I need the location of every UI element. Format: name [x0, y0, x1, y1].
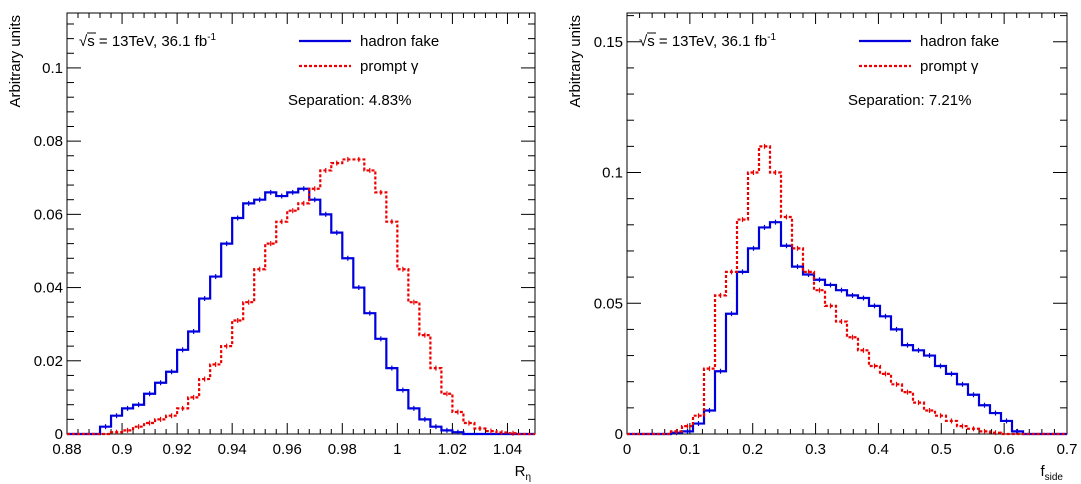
x-tick-label: 0.92: [163, 441, 192, 458]
x-tick-label: 0.98: [328, 441, 357, 458]
y-tick-label: 0.04: [34, 280, 63, 297]
y-tick-label: 0.02: [34, 353, 63, 370]
y-tick-label: 0.1: [42, 60, 63, 77]
separation-annotation: Separation: 7.21%: [848, 92, 971, 109]
y-tick-label: 0: [615, 426, 623, 443]
series-line: [67, 158, 535, 436]
y-tick-label: 0.15: [594, 34, 623, 51]
series-hadron-fake: [67, 186, 535, 436]
series-line: [627, 221, 1067, 436]
energy-annotation: √s = 13TeV, 36.1 fb-1: [79, 32, 217, 50]
x-tick-label: 0.9: [112, 441, 133, 458]
y-tick-label: 0.06: [34, 206, 63, 223]
chart-left: 0.88 0.9 0.92 0.94 0.96 0.98 1 1.02 1.04 0 0.02 0.0…: [7, 12, 536, 483]
x-tick-label: 0.4: [868, 441, 889, 458]
x-tick-label: 0.6: [994, 441, 1015, 458]
y-tick-label: 0.08: [34, 133, 63, 150]
series-line: [67, 187, 535, 436]
x-tick-label: 0.94: [218, 441, 247, 458]
y-axis-label: Arbitrary units: [567, 15, 584, 108]
separation-annotation: Separation: 4.83%: [288, 92, 411, 109]
x-tick-label: 0.5: [931, 441, 952, 458]
x-tick-label: 0.3: [805, 441, 826, 458]
legend-label: hadron fake: [360, 33, 439, 50]
x-axis-label-main: R: [515, 463, 526, 480]
x-tick-label: 0.88: [52, 441, 81, 458]
x-tick-label: 0.2: [742, 441, 763, 458]
x-tick-label: 1.04: [493, 441, 522, 458]
x-axis-label: Rη: [515, 463, 531, 483]
sqrt-symbol: √: [79, 33, 88, 50]
x-axis-label-main: f: [1040, 463, 1045, 480]
legend-label: hadron fake: [920, 33, 999, 50]
energy-text: s = 13TeV, 36.1 fb: [87, 33, 207, 50]
y-tick-label: 0.05: [594, 295, 623, 312]
series-hadron-fake: [627, 219, 1067, 436]
chart-right: 0 0.1 0.2 0.3 0.4 0.5 0.6 0.7 0 0.05 0.1 0.15 Arbitr…: [567, 12, 1078, 483]
x-tick-label: 1: [393, 441, 401, 458]
series-prompt-gamma: [67, 156, 535, 436]
lumi-superscript: -1: [767, 32, 776, 43]
energy-annotation: √s = 13TeV, 36.1 fb-1: [639, 32, 777, 50]
x-tick-label: 0.7: [1057, 441, 1078, 458]
x-axis-label-subscript: side: [1045, 472, 1064, 483]
lumi-superscript: -1: [207, 32, 216, 43]
x-tick-label: 1.02: [438, 441, 467, 458]
legend-label: prompt γ: [360, 58, 419, 75]
x-axis-label: fside: [1040, 463, 1063, 483]
energy-text: s = 13TeV, 36.1 fb: [647, 33, 767, 50]
x-tick-label: 0: [623, 441, 631, 458]
plot-frame: [66, 12, 536, 435]
sqrt-symbol: √: [639, 33, 648, 50]
y-axis-label: Arbitrary units: [7, 15, 24, 108]
x-axis-label-subscript: η: [525, 472, 531, 483]
y-tick-label: 0.1: [602, 165, 623, 182]
plot-frame: [626, 12, 1068, 435]
y-tick-label: 0: [55, 426, 63, 443]
series-prompt-gamma: [627, 143, 1067, 436]
legend-label: prompt γ: [920, 58, 979, 75]
x-tick-label: 0.96: [273, 441, 302, 458]
x-tick-label: 0.1: [679, 441, 700, 458]
